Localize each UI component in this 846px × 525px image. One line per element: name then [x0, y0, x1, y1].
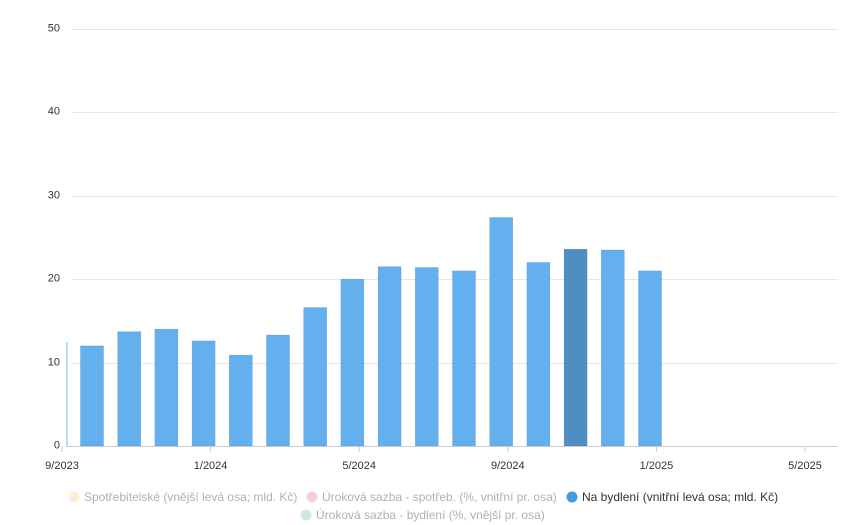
bar[interactable]	[414, 267, 439, 447]
y-tick-label: 20	[48, 273, 60, 285]
bar[interactable]	[452, 270, 476, 447]
y-tick-label: 30	[48, 190, 60, 202]
x-tick-label: 9/2023	[45, 460, 79, 472]
bar[interactable]	[80, 345, 104, 447]
gridlines	[72, 29, 838, 364]
x-tick-label: 9/2024	[491, 460, 525, 472]
legend-marker	[300, 509, 312, 521]
bar[interactable]	[340, 278, 365, 447]
legend-item[interactable]: Spotřebitelské (vnější levá osa; mld. Kč…	[68, 490, 298, 504]
bar[interactable]	[229, 354, 253, 447]
bar[interactable]	[266, 334, 290, 447]
legend-label: Úroková sazba - bydlení (%, vnější pr. o…	[316, 507, 545, 522]
bar[interactable]	[600, 249, 625, 447]
y-axis-ticks: 0 10 20 30 40 50	[48, 23, 60, 452]
x-tick-label: 5/2025	[788, 460, 822, 472]
legend-marker	[68, 491, 80, 503]
bar[interactable]	[303, 307, 328, 447]
legend: Spotřebitelské (vnější levá osa; mld. Kč…	[68, 489, 779, 522]
legend-label: Na bydlení (vnitřní levá osa; mld. Kč)	[582, 490, 778, 504]
y-tick-label: 50	[48, 23, 60, 35]
legend-label: Spotřebitelské (vnější levá osa; mld. Kč…	[84, 490, 297, 504]
x-tick-label: 1/2025	[640, 460, 674, 472]
legend-item[interactable]: Na bydlení (vnitřní levá osa; mld. Kč)	[566, 490, 779, 504]
y-tick-label: 40	[48, 106, 60, 118]
legend-marker	[306, 491, 318, 503]
y-tick-label: 0	[54, 440, 60, 452]
y-tick-label: 10	[48, 357, 60, 369]
bar[interactable]	[191, 340, 216, 447]
bar[interactable]	[117, 331, 141, 447]
x-tick-label: 1/2024	[194, 460, 228, 472]
bar[interactable]	[377, 266, 402, 447]
bar[interactable]	[563, 248, 588, 447]
legend-label: Úroková sazba - spotřeb. (%, vnitřní pr.…	[322, 489, 557, 504]
bar[interactable]	[489, 217, 514, 447]
legend-item[interactable]: Úroková sazba - bydlení (%, vnější pr. o…	[300, 507, 545, 522]
bar[interactable]	[154, 328, 179, 447]
bar-series	[80, 217, 662, 447]
bar[interactable]	[526, 262, 551, 447]
x-tick-label: 5/2024	[342, 460, 376, 472]
legend-item[interactable]: Úroková sazba - spotřeb. (%, vnitřní pr.…	[306, 489, 557, 504]
legend-marker	[566, 491, 578, 503]
x-axis-ticks: 9/2023 1/2024 5/2024 9/2024 1/2025 5/2025	[45, 446, 822, 472]
bar[interactable]	[638, 270, 662, 447]
